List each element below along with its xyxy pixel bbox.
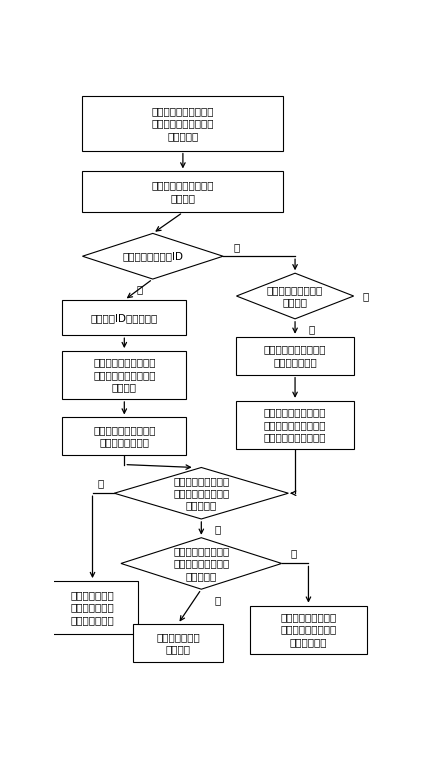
Polygon shape bbox=[121, 538, 282, 589]
Polygon shape bbox=[83, 233, 223, 279]
Text: 是: 是 bbox=[215, 524, 221, 534]
Text: 分配固定ID给移动终端: 分配固定ID给移动终端 bbox=[91, 312, 158, 323]
Polygon shape bbox=[236, 273, 354, 319]
Text: 否: 否 bbox=[309, 325, 315, 334]
Text: 判断接入站是否为归
属接入站: 判断接入站是否为归 属接入站 bbox=[267, 285, 323, 307]
FancyBboxPatch shape bbox=[236, 337, 354, 375]
Text: 有: 有 bbox=[233, 242, 240, 252]
Text: 否: 否 bbox=[290, 548, 296, 558]
Text: 数据经中继圈转
发至代理站，由
代理站转发数据: 数据经中继圈转 发至代理站，由 代理站转发数据 bbox=[70, 590, 114, 625]
Text: 是: 是 bbox=[362, 291, 368, 301]
FancyBboxPatch shape bbox=[236, 401, 354, 448]
FancyBboxPatch shape bbox=[62, 300, 186, 335]
Text: 发送移动终端的相关信
息给其余接入站，原归
属接入站更改路由信息: 发送移动终端的相关信 息给其余接入站，原归 属接入站更改路由信息 bbox=[264, 407, 326, 442]
FancyBboxPatch shape bbox=[250, 606, 367, 654]
FancyBboxPatch shape bbox=[48, 581, 138, 634]
Text: 发送数据给目的终端
的归属接入站，再转
发给目的终端: 发送数据给目的终端 的归属接入站，再转 发给目的终端 bbox=[280, 613, 337, 647]
Text: 直接发送数据给
目的终端: 直接发送数据给 目的终端 bbox=[156, 632, 200, 654]
Text: 在路由表中记录移动终
端且设定该接入站为归
属接入站: 在路由表中记录移动终 端且设定该接入站为归 属接入站 bbox=[93, 358, 156, 392]
Text: 无: 无 bbox=[136, 284, 143, 295]
FancyBboxPatch shape bbox=[62, 351, 186, 399]
FancyBboxPatch shape bbox=[62, 417, 186, 455]
Text: 接入站接收到移动终端
服务请求: 接入站接收到移动终端 服务请求 bbox=[152, 181, 214, 203]
Text: 接入站检测、识别接入
圈内的移动终端，且配
置相关参数: 接入站检测、识别接入 圈内的移动终端，且配 置相关参数 bbox=[152, 106, 214, 141]
Text: 否: 否 bbox=[98, 478, 104, 488]
Text: 将移动终端的相关信息
发送给其余接入站: 将移动终端的相关信息 发送给其余接入站 bbox=[93, 426, 156, 448]
FancyBboxPatch shape bbox=[133, 624, 223, 662]
Text: 判断目的终端与移动
终端是否属于同一个
归属接入站: 判断目的终端与移动 终端是否属于同一个 归属接入站 bbox=[173, 546, 229, 581]
Text: 是: 是 bbox=[215, 595, 221, 605]
Polygon shape bbox=[114, 467, 289, 519]
FancyBboxPatch shape bbox=[83, 97, 283, 150]
Text: 将该接入站作为移动终
端的归属接入站: 将该接入站作为移动终 端的归属接入站 bbox=[264, 344, 326, 367]
Text: 判断移动终端有无ID: 判断移动终端有无ID bbox=[122, 252, 183, 261]
Text: 判断目的终端是否为
认知无线影子网络中
的移动终端: 判断目的终端是否为 认知无线影子网络中 的移动终端 bbox=[173, 476, 229, 511]
FancyBboxPatch shape bbox=[83, 171, 283, 212]
